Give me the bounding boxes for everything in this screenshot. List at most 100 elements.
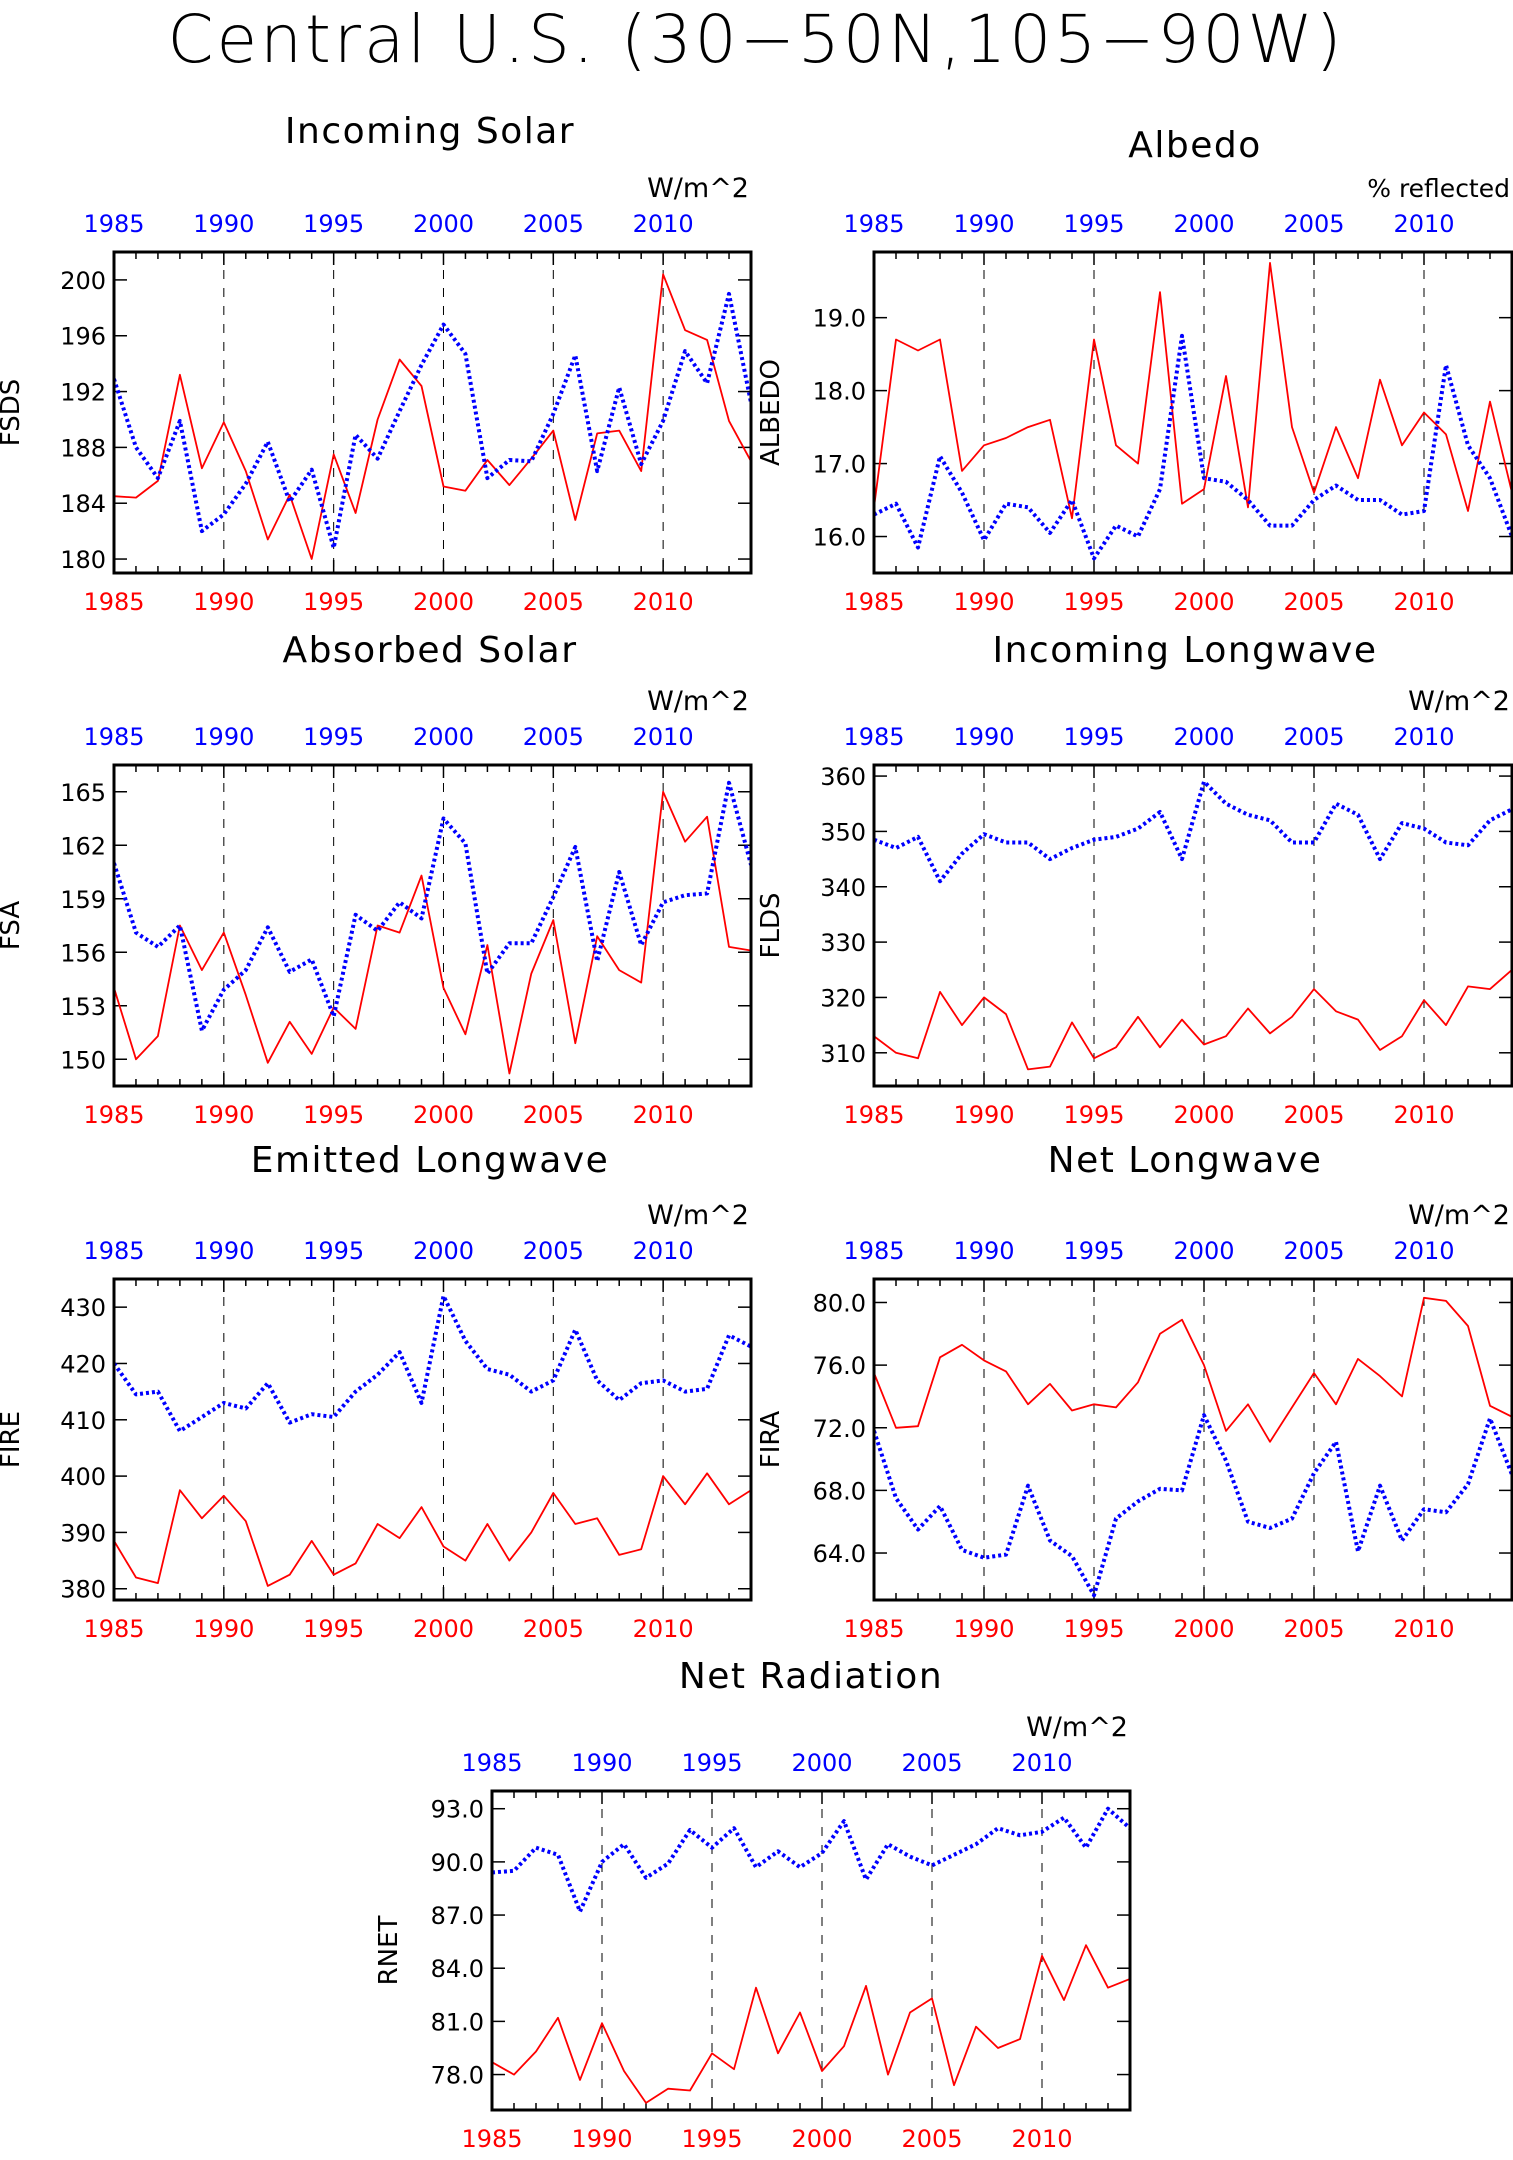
x-tick-label-top: 2005 [1283,723,1344,751]
x-tick-label-bottom: 2005 [1283,588,1344,616]
y-axis-label: FSA [0,901,26,950]
y-tick-label: 76.0 [813,1352,866,1380]
x-tick-label-bottom: 1990 [953,1615,1014,1643]
plot-frame [112,1277,753,1602]
y-tick-label: 68.0 [813,1477,866,1505]
y-tick-label: 87.0 [431,1902,484,1930]
series-line-blue [874,1413,1512,1598]
x-tick-label-top: 1985 [83,723,144,751]
y-axis-label: FSDS [0,379,26,447]
x-tick-label-bottom: 2005 [523,588,584,616]
y-tick-label: 200 [60,267,106,295]
x-tick-label-top: 1995 [1063,210,1124,238]
x-tick-label-top: 1990 [193,1237,254,1265]
y-axis-label: FLDS [756,893,786,959]
x-tick-label-bottom: 1990 [571,2125,632,2153]
x-tick-label-bottom: 2000 [1173,1101,1234,1129]
series-line-blue [114,291,751,550]
x-tick-label-top: 1985 [83,210,144,238]
x-tick-label-bottom: 1985 [461,2125,522,2153]
y-tick-label: 72.0 [813,1415,866,1443]
series-line-red [874,261,1512,520]
series-line-red [114,1472,751,1587]
series-line-blue [114,780,751,1033]
x-tick-label-top: 1990 [571,1749,632,1777]
x-tick-label-top: 2010 [1393,723,1454,751]
x-tick-label-bottom: 1995 [303,588,364,616]
plot-frame [872,763,1513,1088]
y-tick-label: 310 [820,1040,866,1068]
x-tick-label-top: 2010 [1393,1237,1454,1265]
y-tick-label: 320 [820,984,866,1012]
y-tick-label: 64.0 [813,1540,866,1568]
x-tick-label-top: 1985 [461,1749,522,1777]
y-tick-label: 18.0 [813,378,866,406]
x-tick-label-top: 1985 [83,1237,144,1265]
panel-rnet: Net Radiation W/m^2 78.0 81.0 84.0 87.0 90.0 93… [374,1656,1132,2153]
panel-title: Incoming Solar [285,111,575,152]
plot-frame [112,763,753,1088]
y-tick-label: 90.0 [431,1849,484,1877]
x-tick-label-bottom: 2000 [413,1101,474,1129]
x-tick-label-bottom: 1995 [1063,588,1124,616]
panel-title: Net Radiation [679,1656,943,1697]
units-label: W/m^2 [1408,686,1510,717]
series-line-red [874,969,1512,1071]
x-tick-label-bottom: 1985 [83,1615,144,1643]
x-tick-label-top: 1995 [1063,723,1124,751]
y-tick-label: 390 [60,1519,106,1547]
x-tick-label-top: 1995 [303,1237,364,1265]
x-tick-label-bottom: 2010 [633,1101,694,1129]
y-tick-label: 78.0 [431,2062,484,2090]
panel-fira: Net Longwave W/m^2 64.0 68.0 72.0 76.0 80.0 198… [756,1140,1513,1643]
x-tick-label-top: 1990 [193,210,254,238]
units-label: W/m^2 [1408,1200,1510,1231]
units-label: W/m^2 [647,686,749,717]
y-tick-label: 340 [820,874,866,902]
y-tick-label: 380 [60,1576,106,1604]
y-tick-label: 16.0 [813,524,866,552]
x-tick-label-top: 1990 [953,210,1014,238]
panel-fsds: Incoming Solar W/m^2 180 184 188 192 196 200 198… [0,111,753,616]
x-tick-label-bottom: 1990 [193,1615,254,1643]
y-axis-label: ALBEDO [756,359,786,466]
y-tick-label: 420 [60,1350,106,1378]
series-line-red [114,790,751,1075]
x-tick-label-bottom: 1995 [303,1615,364,1643]
x-tick-label-bottom: 1985 [843,1101,904,1129]
plot-frame [872,1277,1513,1602]
x-tick-label-top: 2005 [523,1237,584,1265]
x-tick-label-top: 1995 [303,723,364,751]
x-tick-label-bottom: 1985 [843,1615,904,1643]
y-tick-label: 350 [820,818,866,846]
y-axis-label: RNET [374,1915,404,1985]
x-tick-label-top: 2000 [791,1749,852,1777]
x-tick-label-bottom: 2000 [791,2125,852,2153]
x-tick-label-top: 1990 [953,723,1014,751]
y-tick-label: 410 [60,1407,106,1435]
y-tick-label: 80.0 [813,1289,866,1317]
y-tick-label: 153 [60,993,106,1021]
x-tick-label-bottom: 2005 [1283,1101,1344,1129]
units-label: W/m^2 [1026,1712,1128,1743]
x-tick-label-top: 1990 [953,1237,1014,1265]
y-tick-label: 184 [60,490,106,518]
y-tick-label: 196 [60,323,106,351]
plot-frame [112,250,753,575]
panel-title: Incoming Longwave [992,630,1377,671]
y-tick-label: 93.0 [431,1796,484,1824]
figure-title: Central U.S. (30−50N,105−90W) [167,1,1344,78]
x-tick-label-bottom: 1995 [1063,1101,1124,1129]
panel-title: Emitted Longwave [251,1140,610,1181]
plot-frame [872,250,1513,575]
x-tick-label-bottom: 2010 [633,588,694,616]
y-tick-label: 192 [60,379,106,407]
x-tick-label-top: 2000 [413,1237,474,1265]
units-label: W/m^2 [647,173,749,204]
x-tick-label-bottom: 1995 [1063,1615,1124,1643]
panel-title: Net Longwave [1048,1140,1323,1181]
y-axis-label: FIRA [756,1411,786,1469]
units-label: W/m^2 [647,1200,749,1231]
x-tick-label-bottom: 1990 [953,588,1014,616]
